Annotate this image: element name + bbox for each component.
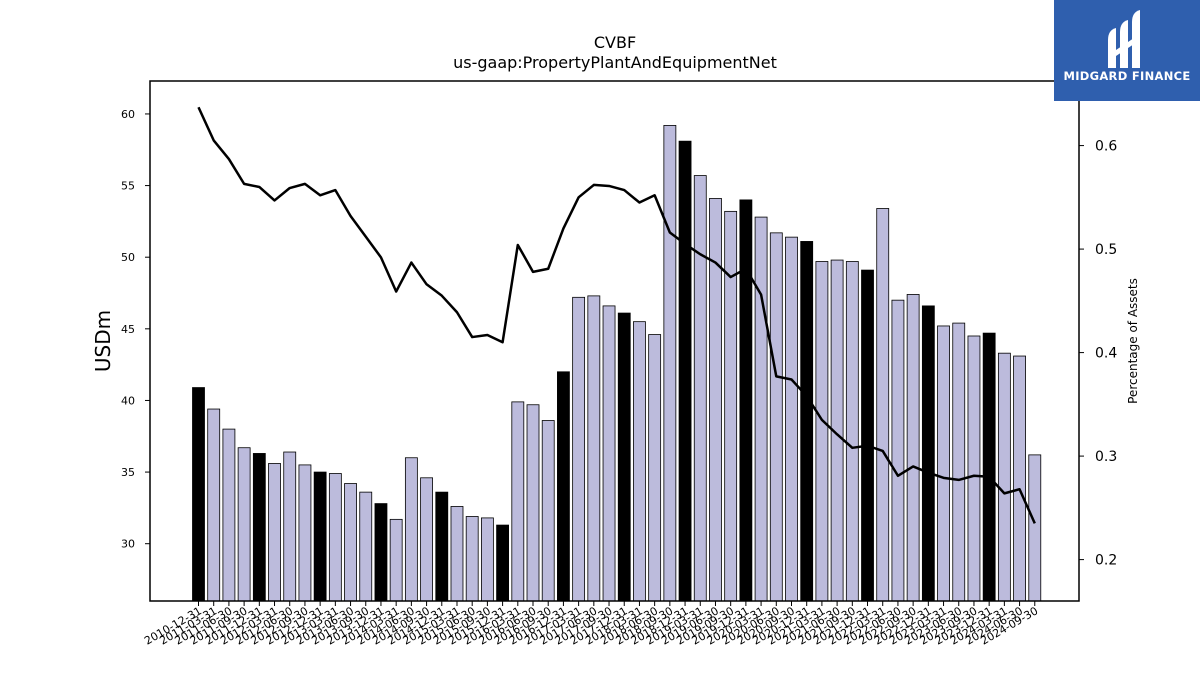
bar-2021-12-31: [861, 269, 874, 602]
y-axis-label-left: USDm: [91, 310, 115, 372]
bar-2024-03-31: [997, 352, 1011, 602]
bar-2019-09-30: [724, 210, 738, 602]
bar-2012-06-30: [283, 451, 297, 602]
bar-2022-09-30: [906, 294, 920, 602]
bar-2014-12-31: [435, 491, 449, 602]
bar-2011-06-30: [222, 428, 236, 602]
bar-2024-09-30: [1028, 454, 1042, 602]
bar-2024-06-30: [1013, 355, 1026, 602]
bar-2022-06-30: [891, 299, 905, 602]
y2-tick-label: 0.4: [1095, 346, 1117, 362]
y2-tick-label: 0.5: [1095, 242, 1117, 258]
chart-subtitle: us-gaap:PropertyPlantAndEquipmentNet: [453, 53, 777, 72]
midgard-m-logo-icon: [1108, 10, 1140, 68]
bar-2016-03-31: [511, 401, 525, 602]
bar-2020-09-30: [785, 236, 798, 602]
bar-2018-06-30: [648, 334, 662, 602]
y-tick-label: 50: [121, 251, 135, 264]
bar-2017-12-31: [617, 312, 631, 602]
brand-name: MIDGARD FINANCE: [1063, 69, 1191, 83]
percentage-of-assets-line: [197, 106, 1036, 524]
y2-tick-label: 0.6: [1095, 139, 1117, 155]
bar-2012-09-30: [298, 464, 312, 602]
bar-2017-06-30: [587, 295, 601, 602]
bar-2018-03-31: [633, 321, 646, 602]
y-tick-label: 35: [121, 466, 135, 479]
bar-2012-03-31: [268, 463, 281, 602]
bar-2023-12-31: [982, 332, 996, 602]
bar-2011-12-31: [252, 453, 266, 602]
bar-2013-03-31: [328, 473, 342, 602]
bar-2015-12-31: [496, 524, 510, 602]
bar-2017-09-30: [602, 305, 616, 602]
y2-tick-label: 0.3: [1095, 449, 1117, 465]
bar-2020-12-31: [800, 241, 814, 602]
bar-2021-09-30: [845, 261, 859, 602]
brand-logo: MIDGARD FINANCE: [1054, 0, 1200, 101]
bar-2020-06-30: [769, 232, 783, 602]
y-tick-label: 45: [121, 323, 135, 336]
bar-2022-03-31: [876, 208, 890, 602]
bar-2021-03-31: [815, 261, 829, 602]
bar-2023-03-31: [937, 325, 950, 602]
bar-2022-12-31: [921, 305, 935, 602]
y-tick-label: 30: [121, 538, 135, 551]
bar-2014-06-30: [404, 457, 418, 602]
y-tick-label: 55: [121, 180, 135, 193]
bar-2012-12-31: [313, 471, 327, 602]
bar-2011-03-31: [207, 408, 221, 602]
bar-2017-03-31: [572, 296, 586, 602]
bar-2015-09-30: [480, 517, 494, 602]
bar-2014-03-31: [389, 518, 403, 602]
bar-2013-12-31: [374, 503, 388, 602]
bar-2020-03-31: [754, 216, 768, 602]
bar-2019-12-31: [739, 199, 753, 602]
bar-2018-12-31: [678, 140, 692, 602]
y-tick-label: 60: [121, 108, 135, 121]
bar-2010-12-31: [192, 387, 205, 602]
y-axis-left: 30 35 40 45 50 55 60: [121, 108, 150, 551]
bar-2016-12-31: [557, 371, 570, 602]
chart-title: CVBF: [594, 33, 636, 52]
y2-tick-label: 0.2: [1095, 553, 1117, 569]
bar-2016-06-30: [526, 404, 540, 602]
plot-frame: [149, 80, 1080, 602]
bar-2016-09-30: [541, 420, 555, 602]
y-axis-label-right: Percentage of Assets: [1126, 278, 1140, 404]
bar-2019-03-31: [693, 175, 707, 602]
bar-2018-09-30: [663, 125, 677, 602]
bar-series: [192, 125, 1042, 602]
line-series: [197, 106, 1036, 524]
bar-2013-09-30: [359, 491, 373, 602]
bar-2013-06-30: [344, 483, 357, 602]
bar-2011-09-30: [237, 447, 251, 602]
x-axis: 2010-12-312011-03-312011-06-302011-09-30…: [142, 601, 1040, 648]
bar-2014-09-30: [420, 477, 433, 602]
bar-2023-06-30: [952, 322, 966, 602]
bar-2015-03-31: [450, 506, 464, 602]
y-axis-right: 0.2 0.3 0.4 0.5 0.6: [1079, 139, 1117, 569]
bar-2023-09-30: [967, 335, 981, 602]
bar-2015-06-30: [465, 516, 479, 602]
y-tick-label: 40: [121, 394, 135, 407]
